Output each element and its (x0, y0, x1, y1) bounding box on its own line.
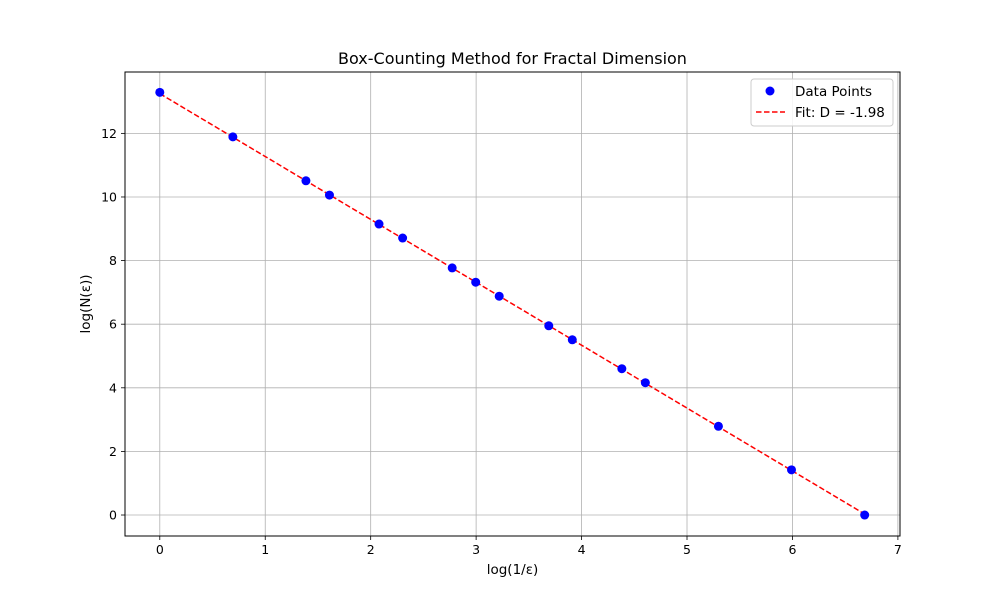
y-axis: 0 2 4 6 8 10 12 (101, 126, 125, 523)
x-axis-title: log(1/ε) (487, 562, 539, 578)
legend-box (750, 78, 894, 127)
x-tick-label-0: 0 (156, 542, 164, 557)
data-point-11 (567, 335, 577, 345)
legend-marker-data-points (765, 86, 775, 96)
x-axis: 0 1 2 3 4 5 6 7 (156, 536, 902, 557)
data-point-2 (228, 132, 238, 142)
data-point-16 (860, 510, 870, 520)
y-tick-label-0: 0 (109, 508, 117, 523)
data-point-13 (640, 378, 650, 388)
grid (125, 72, 900, 536)
data-point-9 (494, 291, 504, 301)
data-point-7 (447, 263, 457, 273)
y-tick-label-4: 4 (109, 380, 117, 395)
fit-line-layer (159, 92, 866, 515)
legend: Data Points Fit: D = -1.98 (750, 78, 894, 127)
legend-label-data-points: Data Points (795, 84, 872, 100)
data-point-3 (301, 176, 311, 186)
data-point-1 (155, 87, 165, 97)
y-tick-label-10: 10 (101, 189, 117, 204)
y-tick-label-6: 6 (109, 317, 117, 332)
chart-title: Box-Counting Method for Fractal Dimensio… (338, 49, 687, 68)
data-point-12 (617, 364, 627, 374)
data-point-8 (471, 277, 481, 287)
data-point-4 (324, 190, 334, 200)
x-tick-label-3: 3 (472, 542, 480, 557)
y-axis-title: log(N(ε)) (78, 274, 94, 333)
y-tick-label-12: 12 (101, 126, 117, 141)
x-tick-label-2: 2 (367, 542, 375, 557)
data-point-10 (544, 321, 554, 331)
data-points-layer (155, 87, 870, 520)
fit-line (159, 92, 866, 515)
data-point-14 (713, 421, 723, 431)
legend-label-fit: Fit: D = -1.98 (795, 105, 885, 121)
x-tick-label-4: 4 (578, 542, 586, 557)
data-point-15 (787, 465, 796, 475)
y-tick-label-8: 8 (109, 253, 117, 268)
plot-frame (124, 71, 901, 537)
y-tick-label-2: 2 (109, 444, 117, 459)
x-tick-label-6: 6 (788, 542, 796, 557)
x-tick-label-5: 5 (683, 542, 691, 557)
data-point-6 (398, 233, 408, 243)
x-tick-label-1: 1 (261, 542, 269, 557)
x-tick-label-7: 7 (894, 542, 902, 557)
data-point-5 (374, 219, 384, 229)
